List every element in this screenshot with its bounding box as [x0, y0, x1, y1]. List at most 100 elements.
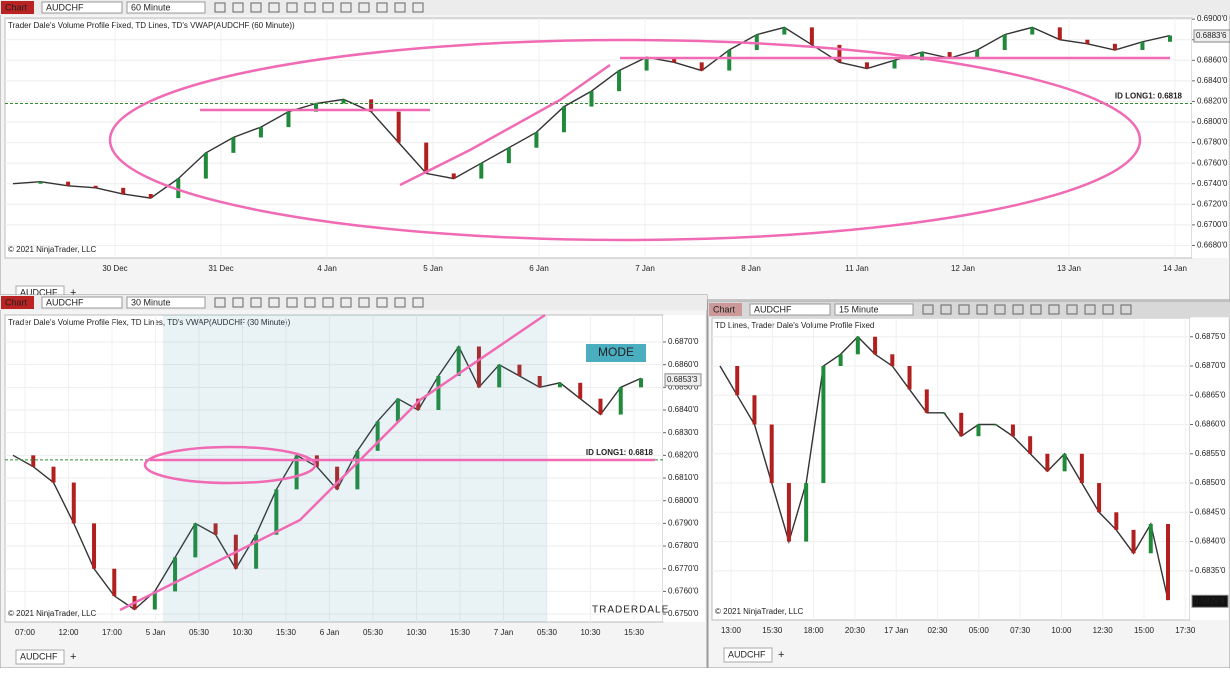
x-tick-label: 10:30 [580, 628, 601, 637]
y-tick-label: 0.6720'0 [1197, 199, 1228, 208]
candle [148, 194, 153, 199]
candle [976, 424, 981, 437]
symbol: AUDCHF [46, 297, 84, 307]
chart-title: Trader Dale's Volume Profile Flex, TD Li… [8, 318, 291, 327]
toolbar-icon[interactable] [394, 297, 406, 308]
toolbar-icon[interactable] [286, 297, 298, 308]
toolbar-icon[interactable] [1084, 304, 1096, 315]
candle [355, 450, 360, 490]
interval-select[interactable] [126, 1, 206, 14]
y-tick-label: 0.6835'0 [1195, 566, 1226, 575]
toolbar-icon[interactable] [922, 304, 934, 315]
x-tick-label: 02:30 [927, 626, 948, 635]
price-axis [663, 315, 705, 622]
toolbar-icon[interactable] [1120, 304, 1132, 315]
candle [855, 336, 860, 355]
add-tab[interactable]: + [778, 649, 784, 661]
candle [699, 62, 704, 71]
symbol-select[interactable] [41, 1, 123, 14]
interval-select[interactable] [834, 303, 914, 316]
toolbar-icon[interactable] [376, 2, 388, 13]
chart-title: Trader Dale's Volume Profile Fixed, TD L… [8, 21, 295, 30]
y-tick-label: 0.6800'0 [1197, 117, 1228, 126]
chart-area [4, 17, 1193, 259]
toolbar-icon[interactable] [940, 304, 952, 315]
tab-label: AUDCHF [20, 651, 58, 661]
add-tab[interactable]: + [70, 651, 76, 663]
toolbar-icon[interactable] [958, 304, 970, 315]
candle [396, 111, 401, 143]
chart-button[interactable] [1, 296, 34, 309]
toolbar-icon[interactable] [232, 297, 244, 308]
y-tick-label: 0.6830'0 [668, 428, 699, 437]
candle [598, 398, 603, 415]
toolbar-icon[interactable] [1066, 304, 1078, 315]
chart-label: Chart [5, 2, 28, 12]
toolbar-icon[interactable] [286, 2, 298, 13]
candle [497, 364, 502, 388]
x-tick-label: 17:00 [102, 628, 123, 637]
toolbar-icon[interactable] [358, 2, 370, 13]
copyright: © 2021 NinjaTrader, LLC [715, 607, 804, 616]
mode-button[interactable] [586, 344, 646, 362]
toolbar-icon[interactable] [214, 2, 226, 13]
candle [193, 523, 198, 558]
y-tick-label: 0.6820'0 [1197, 97, 1228, 106]
toolbar-icon[interactable] [1012, 304, 1024, 315]
y-tick-label: 0.6850'0 [1195, 478, 1226, 487]
tab[interactable] [15, 649, 65, 665]
annotation-arrow [399, 63, 611, 187]
candle [66, 181, 71, 186]
toolbar-icon[interactable] [412, 2, 424, 13]
toolbar-icon[interactable] [976, 304, 988, 315]
add-tab[interactable]: + [70, 287, 76, 299]
y-tick-label: 0.6790'0 [668, 518, 699, 527]
candle [821, 365, 826, 484]
chart-button[interactable] [1, 1, 34, 14]
y-tick-label: 0.6680'0 [1197, 241, 1228, 250]
x-tick-label: 05:30 [363, 628, 384, 637]
candle [369, 99, 374, 112]
toolbar-icon[interactable] [322, 297, 334, 308]
candle [639, 378, 643, 388]
interval: 15 Minute [839, 304, 879, 314]
toolbar-icon[interactable] [322, 2, 334, 13]
price-marker-label: 0.6883'6 [1196, 31, 1227, 40]
symbol-select[interactable] [749, 303, 831, 316]
interval-select[interactable] [126, 296, 206, 309]
logo: TRADERDALE [592, 605, 669, 616]
toolbar-icon[interactable] [304, 297, 316, 308]
toolbar-icon[interactable] [358, 297, 370, 308]
toolbar-icon[interactable] [1048, 304, 1060, 315]
x-tick-label: 7 Jan [494, 628, 514, 637]
candle [1057, 27, 1062, 40]
candle [534, 132, 539, 148]
chart-button[interactable] [709, 303, 742, 316]
candle [1062, 453, 1067, 472]
candle [769, 424, 774, 484]
toolbar-icon[interactable] [268, 297, 280, 308]
toolbar-icon[interactable] [250, 297, 262, 308]
toolbar-icon[interactable] [214, 297, 226, 308]
toolbar-icon[interactable] [994, 304, 1006, 315]
symbol-select[interactable] [41, 296, 123, 309]
toolbar-icon[interactable] [268, 2, 280, 13]
toolbar-icon[interactable] [340, 2, 352, 13]
toolbar-icon[interactable] [1030, 304, 1042, 315]
tab[interactable] [723, 647, 773, 663]
toolbar-icon[interactable] [250, 2, 262, 13]
toolbar-icon[interactable] [232, 2, 244, 13]
x-tick-label: 15:00 [1134, 626, 1155, 635]
x-tick-label: 15:30 [624, 628, 645, 637]
toolbar-icon[interactable] [394, 2, 406, 13]
toolbar-icon[interactable] [304, 2, 316, 13]
candle [752, 395, 757, 425]
toolbar-icon[interactable] [1102, 304, 1114, 315]
x-tick-label: 07:00 [15, 628, 36, 637]
toolbar-icon[interactable] [412, 297, 424, 308]
candle [993, 424, 998, 426]
toolbar-icon[interactable] [376, 297, 388, 308]
candle [1131, 529, 1136, 554]
toolbar-icon[interactable] [340, 297, 352, 308]
